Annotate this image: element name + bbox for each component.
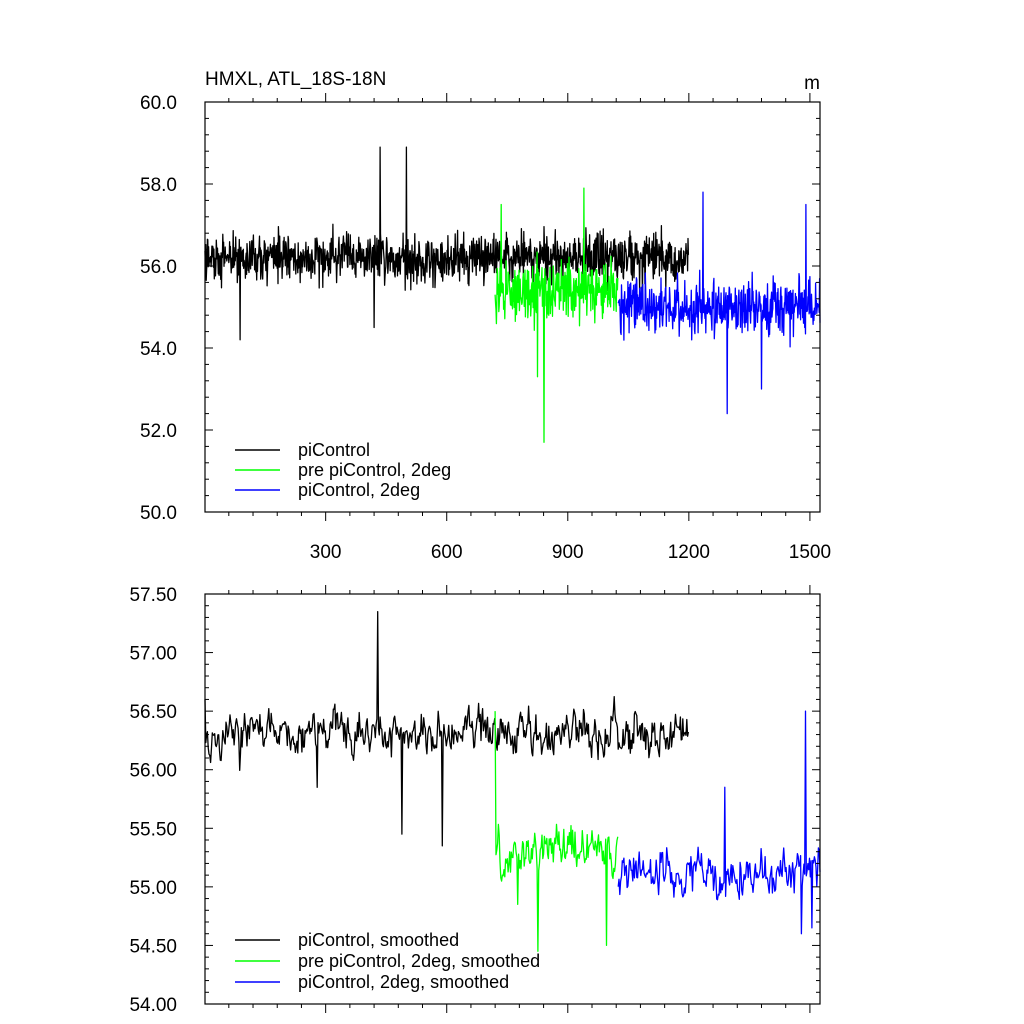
- y-tick-label: 54.0: [140, 339, 177, 360]
- y-tick-label: 56.00: [129, 761, 177, 782]
- plot-frame: [204, 593, 821, 1005]
- y-tick-label: 60.0: [140, 93, 177, 114]
- series-line-3: [617, 710, 821, 935]
- x-tick-label: 300: [310, 542, 342, 563]
- chart-title: HMXL, ATL_18S-18N: [205, 69, 386, 90]
- series-line-2: [494, 711, 619, 952]
- y-tick-label: 54.50: [129, 936, 177, 957]
- y-tick-label: 57.00: [129, 644, 177, 665]
- series-layer: [204, 610, 821, 952]
- x-tick-label: 1500: [789, 542, 831, 563]
- legend-label: piControl, smoothed: [298, 930, 459, 950]
- bottom-chart-panel: 54.00 54.50 55.00 55.50 56.00 56.50 57.00 57.50…: [129, 585, 821, 1016]
- x-tick-label: 600: [431, 542, 463, 563]
- series-layer: [204, 146, 821, 443]
- plot-frame: [204, 101, 821, 513]
- tick-layer: 54.00 54.50 55.00 55.50 56.00 56.50 57.00 57.50: [129, 585, 820, 1016]
- y-tick-label: 52.0: [140, 421, 177, 442]
- x-tick-label: 900: [552, 542, 584, 563]
- legend-label: pre piControl, 2deg, smoothed: [298, 951, 540, 971]
- y-tick-label: 56.50: [129, 702, 177, 723]
- legend-label: pre piControl, 2deg: [298, 460, 451, 480]
- legend-label: piControl: [298, 440, 370, 460]
- y-tick-label: 55.50: [129, 819, 177, 840]
- tick-layer: 50.0 52.0 54.0 56.0 58.0 60.0 300 600 900 1200 150…: [140, 93, 831, 563]
- x-tick-label: 1200: [668, 542, 710, 563]
- series-line-3: [617, 191, 821, 415]
- units-label: m: [804, 73, 820, 94]
- y-tick-label: 57.50: [129, 585, 177, 606]
- y-tick-label: 58.0: [140, 175, 177, 196]
- y-tick-label: 50.0: [140, 503, 177, 524]
- series-line-1: [204, 146, 690, 341]
- top-chart-panel: HMXL, ATL_18S-18N m 50.0 52.0 54.0 56.0 58.0…: [140, 69, 831, 563]
- legend-label: piControl, 2deg, smoothed: [298, 972, 509, 992]
- legend-label: piControl, 2deg: [298, 480, 420, 500]
- y-tick-label: 56.0: [140, 257, 177, 278]
- y-tick-label: 55.00: [129, 878, 177, 899]
- y-tick-label: 54.00: [129, 995, 177, 1016]
- series-line-2: [494, 187, 619, 443]
- series-line-1: [204, 610, 690, 847]
